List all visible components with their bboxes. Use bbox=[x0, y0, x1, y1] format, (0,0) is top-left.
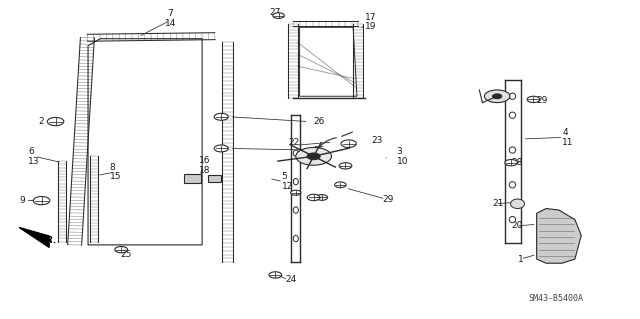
Text: 16
18: 16 18 bbox=[199, 157, 211, 175]
Circle shape bbox=[335, 182, 346, 188]
Text: 25: 25 bbox=[120, 250, 131, 259]
Text: 3
10: 3 10 bbox=[396, 147, 408, 166]
Text: 26: 26 bbox=[314, 145, 325, 154]
Text: 17
19: 17 19 bbox=[365, 12, 376, 31]
Circle shape bbox=[214, 113, 228, 120]
Text: 21: 21 bbox=[492, 199, 504, 208]
Circle shape bbox=[316, 195, 328, 200]
Circle shape bbox=[527, 96, 540, 103]
Circle shape bbox=[341, 140, 356, 147]
Ellipse shape bbox=[293, 178, 298, 185]
Circle shape bbox=[307, 194, 320, 201]
Bar bbox=[184, 174, 202, 183]
Polygon shape bbox=[19, 227, 49, 248]
Circle shape bbox=[47, 117, 64, 126]
Circle shape bbox=[33, 197, 50, 205]
Circle shape bbox=[296, 147, 332, 165]
Text: 29: 29 bbox=[537, 97, 548, 106]
Ellipse shape bbox=[293, 207, 298, 213]
Text: 20: 20 bbox=[511, 221, 522, 230]
Ellipse shape bbox=[511, 199, 525, 209]
Circle shape bbox=[291, 190, 301, 195]
Text: FR.: FR. bbox=[41, 236, 58, 245]
Text: 5
12: 5 12 bbox=[282, 172, 293, 191]
Circle shape bbox=[493, 94, 502, 99]
Ellipse shape bbox=[293, 150, 298, 156]
Text: SM43-B5400A: SM43-B5400A bbox=[528, 294, 583, 303]
Ellipse shape bbox=[509, 216, 516, 223]
Text: 7
14: 7 14 bbox=[164, 10, 176, 28]
Text: 4
11: 4 11 bbox=[562, 128, 573, 147]
Text: 28: 28 bbox=[511, 158, 522, 167]
Text: 6
13: 6 13 bbox=[28, 147, 40, 166]
Ellipse shape bbox=[509, 182, 516, 188]
Text: 2: 2 bbox=[38, 117, 44, 126]
Text: 24: 24 bbox=[285, 275, 296, 284]
Bar bbox=[209, 175, 221, 182]
Circle shape bbox=[115, 247, 127, 253]
Text: 9: 9 bbox=[19, 196, 25, 205]
Text: 29: 29 bbox=[383, 195, 394, 204]
Circle shape bbox=[273, 13, 284, 19]
Circle shape bbox=[269, 272, 282, 278]
Polygon shape bbox=[537, 209, 581, 263]
Ellipse shape bbox=[509, 112, 516, 118]
Ellipse shape bbox=[293, 235, 298, 242]
Text: 8
15: 8 15 bbox=[109, 163, 121, 182]
Text: 22: 22 bbox=[289, 137, 300, 147]
Ellipse shape bbox=[509, 147, 516, 153]
Ellipse shape bbox=[509, 93, 516, 100]
Text: 27: 27 bbox=[269, 8, 281, 17]
Circle shape bbox=[307, 153, 320, 160]
Circle shape bbox=[505, 160, 518, 166]
Text: 1: 1 bbox=[518, 255, 524, 263]
Circle shape bbox=[339, 163, 352, 169]
Text: 23: 23 bbox=[371, 136, 382, 145]
Text: 26: 26 bbox=[314, 117, 325, 126]
Circle shape bbox=[214, 145, 228, 152]
Circle shape bbox=[484, 90, 510, 103]
